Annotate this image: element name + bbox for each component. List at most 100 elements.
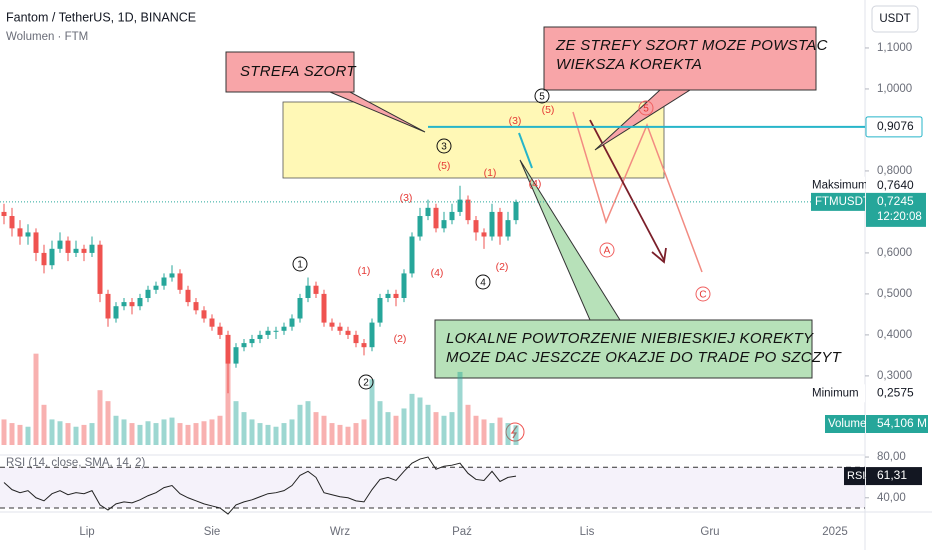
candle-body (265, 330, 271, 335)
candle-body (257, 334, 263, 339)
volume-bar (305, 401, 311, 445)
candle-body (393, 293, 399, 299)
candle-body (489, 211, 495, 237)
symbol-name: FTMUSDT (815, 196, 870, 208)
candle-body (129, 302, 135, 307)
volume-bar (17, 424, 23, 445)
candle-body (193, 302, 199, 311)
volume-bar (497, 417, 503, 445)
volume-bar (57, 421, 63, 445)
volume-bar (393, 415, 399, 445)
candle-body (385, 293, 391, 299)
volume-bar (129, 423, 135, 445)
x-tick-label: Lis (580, 526, 595, 538)
candle-body (81, 248, 87, 253)
volume-bar (441, 415, 447, 445)
volume-bar (321, 415, 327, 445)
candle-body (425, 207, 431, 217)
y-tick-label: 0,5000 (877, 288, 912, 300)
candle-body (1, 211, 7, 217)
y-tick-label: 1,1000 (877, 42, 912, 54)
chart-title: Fantom / TetherUS, 1D, BINANCE (6, 10, 196, 24)
wave-label: (2) (394, 333, 407, 345)
volume-bar (409, 393, 415, 445)
volume-bar (433, 412, 439, 445)
projection-path (572, 111, 703, 273)
candle-body (449, 211, 455, 221)
rsi-tick-label: 80,00 (877, 451, 906, 463)
chart-subtitle: Wolumen · FTM (6, 31, 88, 43)
candle-body (361, 343, 367, 348)
volume-bar (73, 426, 79, 445)
blue-correction (518, 132, 533, 169)
wave-label: (2) (496, 261, 509, 273)
candle-body (161, 277, 167, 286)
candle-body (313, 285, 319, 294)
wave-label: 1 (297, 260, 303, 271)
volume-bar (121, 419, 127, 445)
volume-bar (473, 415, 479, 445)
rsi-band (0, 467, 865, 508)
callout-box (543, 26, 817, 91)
volume-bar (161, 419, 167, 445)
wave-circle (475, 274, 491, 290)
y-tick-label: 0,3000 (877, 370, 912, 382)
volume-bar (145, 421, 151, 445)
volume-bar (513, 425, 519, 445)
volume-bar (313, 412, 319, 445)
x-tick-label: Gru (700, 526, 719, 538)
candle-body (49, 248, 55, 266)
volume-bar (97, 390, 103, 445)
candle-body (209, 318, 215, 327)
volume-bar (33, 353, 39, 445)
extreme-value-tag (866, 176, 922, 195)
volume-value: 54,106 M (877, 416, 927, 430)
candle-body (481, 232, 487, 237)
last-price: 0,7245 (877, 194, 914, 208)
annotation-text: MOZE DAC JESZCZE OKAZJE DO TRADE PO SZCZ… (446, 349, 843, 366)
volume-bar (185, 424, 191, 445)
volume-bar (105, 401, 111, 445)
wave-label: 3 (441, 142, 447, 153)
volume-bar (353, 423, 359, 445)
candle-body (497, 211, 503, 237)
volume-bar (337, 424, 343, 445)
candle-body (353, 334, 359, 344)
y-tick-label: 0,6000 (877, 247, 912, 259)
volume-bar (25, 426, 31, 445)
candle-body (505, 220, 511, 237)
candle-body (289, 318, 295, 327)
wave-circle (695, 286, 711, 302)
y-tick-label: 0,4000 (877, 329, 912, 341)
volume-bar (369, 379, 375, 445)
annotation-text: STREFA SZORT (240, 63, 357, 80)
volume-name: Volume (828, 418, 866, 430)
volume-bar (257, 423, 263, 445)
x-tick-label: Paź (452, 526, 472, 538)
last-price-tag (866, 192, 926, 227)
volume-bar (233, 401, 239, 445)
candle-body (345, 330, 351, 335)
candle-body (233, 347, 239, 364)
currency-button[interactable] (871, 5, 919, 33)
annotation-text: WIEKSZA KOREKTA (556, 56, 702, 73)
candle-body (329, 322, 335, 327)
volume-value-tag (866, 415, 928, 433)
wave-label: (4) (529, 178, 542, 190)
candle-body (225, 334, 231, 364)
volume-bar (201, 421, 207, 445)
volume-bar (265, 424, 271, 445)
candle-body (409, 236, 415, 274)
event-icon[interactable] (505, 422, 525, 442)
candle-body (377, 298, 383, 323)
candle-body (17, 228, 23, 237)
volume-bar (273, 426, 279, 445)
candle-body (281, 326, 287, 331)
volume-bar (177, 423, 183, 445)
wave-label: (5) (438, 160, 451, 172)
volume-bar (481, 419, 487, 445)
wave-label: A (604, 246, 611, 257)
level-tag (865, 116, 923, 138)
annotation-text: ZE STREFY SZORT MOZE POWSTAC (555, 37, 828, 54)
candle-body (65, 240, 71, 253)
